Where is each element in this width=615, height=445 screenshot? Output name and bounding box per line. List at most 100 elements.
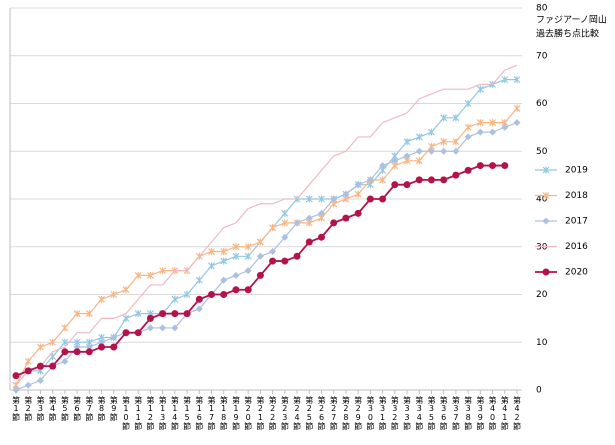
point [476, 119, 484, 127]
x-tick-label: 第28節 [341, 395, 350, 431]
point [305, 214, 313, 222]
point [403, 138, 411, 146]
x-tick-label: 第19節 [231, 395, 240, 431]
point [305, 238, 313, 246]
point [232, 286, 240, 294]
x-tick-label: 第2節 [24, 395, 33, 422]
point [281, 233, 289, 241]
point [366, 195, 374, 203]
point [281, 209, 289, 217]
point [403, 152, 411, 160]
x-tick-label: 第23節 [280, 395, 289, 431]
point [73, 348, 81, 356]
x-tick-label: 第39節 [476, 395, 485, 431]
point [379, 162, 387, 170]
x-tick-label: 第25節 [305, 395, 314, 431]
series-line [15, 64, 518, 386]
point [146, 271, 154, 279]
y-tick-label: 20 [536, 290, 548, 300]
point [342, 214, 350, 222]
x-tick-label: 第17節 [207, 395, 216, 431]
point [171, 324, 179, 332]
x-tick-label: 第42節 [513, 395, 522, 431]
point [415, 147, 423, 155]
x-tick-label: 第1節 [12, 395, 21, 422]
point [171, 310, 179, 318]
point [428, 128, 435, 136]
x-tick-label: 第34節 [415, 395, 424, 431]
point [293, 219, 301, 227]
legend-label: 2016 [565, 242, 588, 252]
point [330, 219, 338, 227]
point [134, 329, 142, 337]
x-tick-label: 第7節 [85, 395, 94, 422]
x-tick-label: 第27節 [329, 395, 338, 431]
point [134, 310, 142, 318]
point [440, 147, 448, 155]
point [232, 243, 240, 251]
point [330, 195, 338, 203]
point [244, 252, 252, 260]
y-tick-label: 40 [536, 195, 548, 205]
chart-title: ファジアーノ岡山 [536, 15, 607, 26]
point [256, 252, 264, 260]
point [220, 276, 228, 284]
x-tick-label: 第3節 [36, 395, 45, 422]
point [391, 157, 399, 165]
point [220, 291, 228, 298]
point [415, 133, 423, 141]
y-tick-label: 0 [536, 386, 542, 396]
x-tick-label: 第12節 [146, 395, 155, 431]
point [440, 176, 448, 184]
series-line [15, 79, 517, 386]
x-tick-label: 第11節 [134, 395, 143, 431]
x-tick-label: 第9節 [109, 395, 118, 422]
point [318, 195, 325, 203]
point [501, 162, 509, 170]
point [476, 128, 484, 136]
point [146, 324, 154, 332]
point [415, 157, 423, 165]
point [98, 343, 106, 351]
point [208, 248, 215, 256]
point [24, 381, 32, 389]
point [542, 192, 550, 199]
point [513, 76, 521, 84]
point [256, 238, 264, 246]
point [24, 367, 32, 375]
point [452, 114, 460, 122]
point [513, 104, 521, 112]
point [208, 262, 215, 270]
point [293, 252, 301, 260]
point [281, 219, 289, 227]
x-tick-label: 第16節 [195, 395, 204, 431]
x-tick-label: 第32節 [390, 395, 399, 431]
x-tick-label: 第41節 [500, 395, 509, 431]
x-tick-label: 第21節 [256, 395, 265, 431]
point [61, 348, 69, 356]
point [61, 357, 69, 365]
x-tick-label: 第26節 [317, 395, 326, 431]
point [415, 176, 423, 184]
x-tick-label: 第15節 [183, 395, 192, 431]
point [73, 310, 81, 318]
point [232, 271, 240, 279]
x-tick-label: 第37節 [451, 395, 460, 431]
point [195, 276, 203, 284]
point [427, 147, 435, 155]
point [489, 162, 497, 170]
point [440, 114, 448, 122]
point [281, 257, 289, 265]
point [195, 295, 203, 303]
point [305, 195, 313, 203]
x-tick-label: 第20節 [244, 395, 253, 431]
point [122, 286, 130, 294]
point [49, 338, 57, 346]
y-tick-label: 80 [536, 4, 548, 14]
point [464, 166, 472, 174]
point [269, 257, 277, 265]
point [256, 271, 264, 279]
point [317, 209, 325, 217]
point [354, 190, 362, 198]
